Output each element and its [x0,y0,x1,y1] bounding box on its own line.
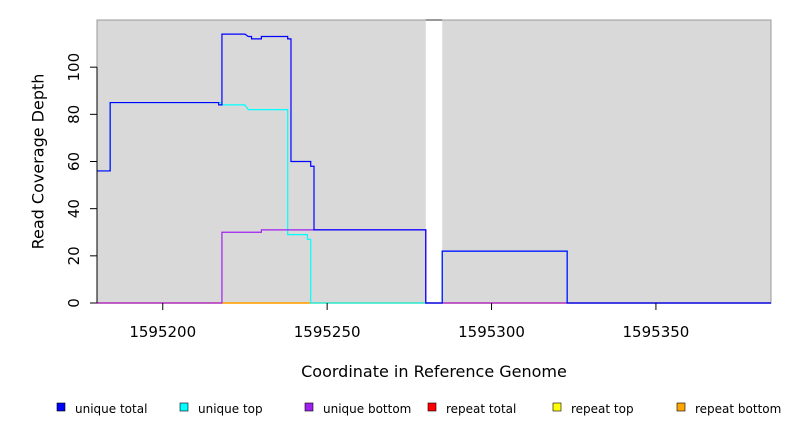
x-tick-label: 1595350 [623,323,690,341]
legend-label: unique top [198,402,263,416]
x-tick-label: 1595300 [458,323,525,341]
y-tick-label: 80 [65,105,83,124]
legend-label: repeat top [571,402,634,416]
series-unique-total [97,33,771,304]
legend-label: unique bottom [323,402,411,416]
y-axis: 0 20 40 60 80 100 [65,53,98,308]
plot-area [96,19,772,304]
x-tick-label: 1595250 [294,323,361,341]
y-axis-title: Read Coverage Depth [29,74,48,250]
x-axis: 1595200 1595250 1595300 1595350 [129,303,689,341]
x-axis-title: Coordinate in Reference Genome [301,362,567,381]
y-tick-label: 60 [65,152,83,171]
gap-region [425,20,443,303]
legend-swatch [427,402,437,412]
y-tick-label: 40 [65,199,83,218]
legend-label: repeat total [446,402,516,416]
legend: unique total unique top unique bottom repea… [56,402,781,416]
y-tick-label: 20 [65,246,83,265]
legend-label: repeat bottom [695,402,781,416]
legend-swatch [56,402,66,412]
legend-swatch [179,402,189,412]
y-tick-label: 100 [65,53,83,82]
x-tick-label: 1595200 [129,323,196,341]
legend-swatch [552,402,562,412]
legend-label: unique total [75,402,147,416]
series-layer [97,33,771,304]
legend-swatch [676,402,686,412]
y-tick-label: 0 [65,298,83,308]
legend-swatch [304,402,314,412]
